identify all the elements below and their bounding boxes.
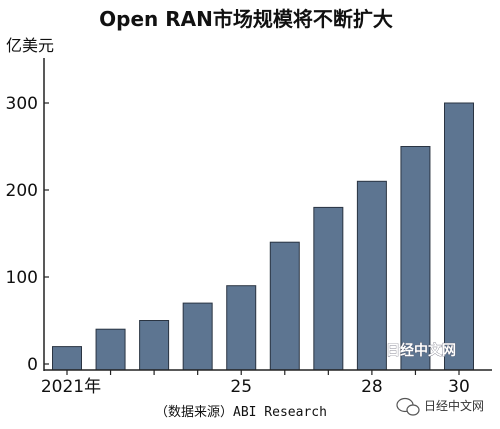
bar bbox=[226, 285, 257, 371]
chart-title: Open RAN市场规模将不断扩大 bbox=[99, 7, 393, 31]
source-note: （数据来源）ABI Research bbox=[155, 405, 327, 420]
bars bbox=[52, 102, 474, 371]
x-axis-ticks: 2021年 25 28 30 bbox=[41, 370, 470, 397]
bar bbox=[139, 320, 170, 371]
bar bbox=[269, 241, 300, 371]
bar bbox=[313, 206, 344, 371]
x-tick-label: 2021年 bbox=[41, 377, 101, 397]
y-tick-label: 0 bbox=[27, 355, 38, 375]
y-axis-unit-label: 亿美元 bbox=[6, 36, 54, 55]
bar bbox=[182, 302, 213, 371]
bar bbox=[444, 102, 474, 371]
watermark-logo-text: 日经中文网 bbox=[386, 342, 456, 359]
bar bbox=[95, 328, 126, 371]
bar bbox=[400, 146, 431, 371]
x-tick-label: 25 bbox=[230, 377, 252, 397]
y-tick-label: 100 bbox=[6, 268, 38, 288]
x-tick-label: 30 bbox=[448, 377, 470, 397]
bar bbox=[356, 180, 387, 371]
watermark-account-text: 日经中文网 bbox=[424, 398, 484, 413]
y-tick-label: 300 bbox=[6, 94, 38, 114]
y-tick-label: 200 bbox=[6, 181, 38, 201]
y-axis-ticks: 0 100 200 300 bbox=[6, 94, 49, 375]
x-tick-label: 28 bbox=[361, 377, 383, 397]
bar bbox=[52, 346, 82, 371]
wechat-icon bbox=[396, 397, 420, 416]
